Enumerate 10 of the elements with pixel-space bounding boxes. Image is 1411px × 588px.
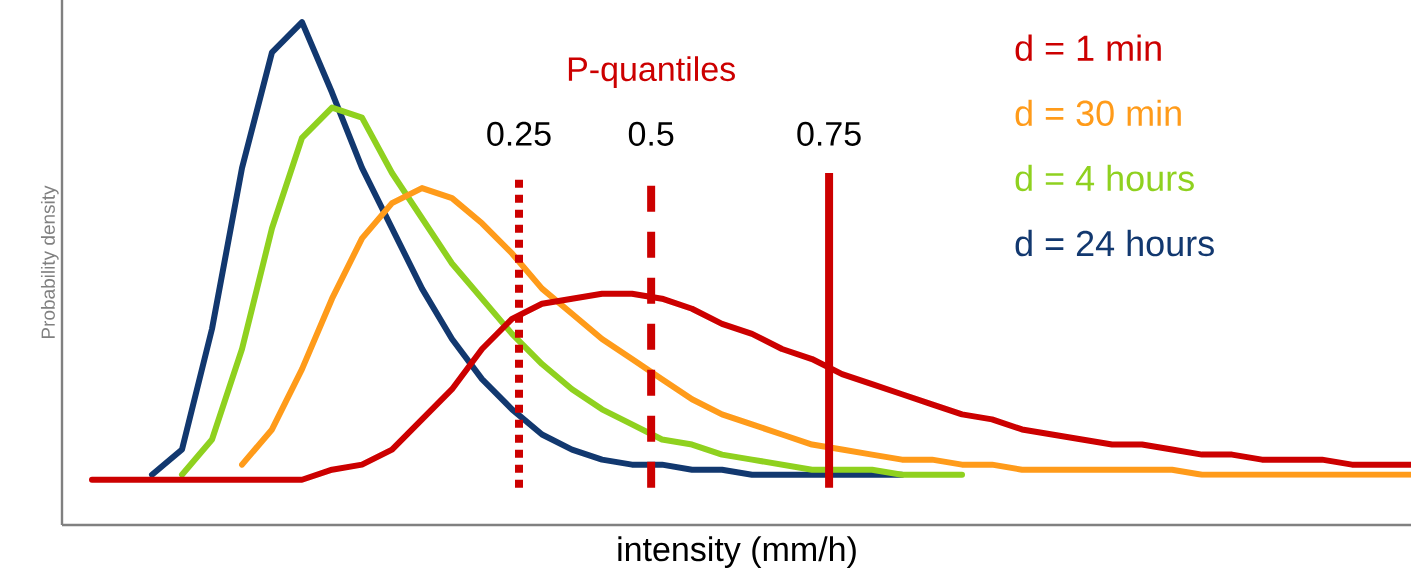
text: d = 4 hours [1015,164,1194,192]
annotation: 0.25 [487,121,551,146]
annotation: 0.5 [628,121,674,146]
text: d = 24 hours [1015,229,1214,257]
x-axis-title: intensity (mm/h) [618,536,856,569]
text: d = 1 min [1015,34,1161,61]
text: d = 30 min [1015,99,1181,127]
annotation: 0.75 [797,121,861,146]
y-axis-title: Probability density [40,185,59,339]
annotation: P-quantiles [568,56,735,88]
